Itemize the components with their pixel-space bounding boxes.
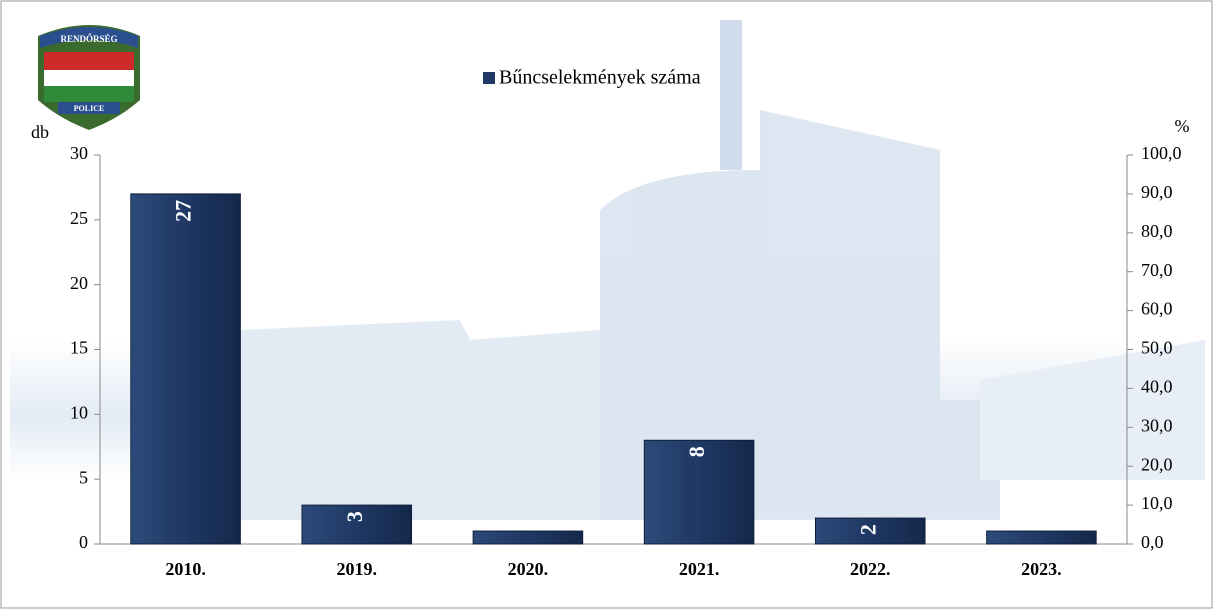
x-tick-label: 2023.	[1021, 559, 1062, 579]
y2-tick-label: 80,0	[1141, 221, 1173, 241]
bar	[130, 193, 241, 545]
bar	[472, 530, 584, 545]
y-tick-label: 10	[70, 402, 88, 422]
y-tick-label: 25	[70, 208, 88, 228]
data-label: 27	[171, 200, 196, 222]
x-tick-label: 2021.	[679, 559, 720, 579]
y2-tick-label: 90,0	[1141, 182, 1173, 202]
logo-bottom-text: POLICE	[74, 104, 105, 113]
y-tick-label: 20	[70, 273, 88, 293]
y2-tick-label: 10,0	[1141, 493, 1173, 513]
y2-tick-label: 0,0	[1141, 532, 1164, 552]
y-tick-label: 15	[70, 338, 88, 358]
legend-swatch	[483, 72, 495, 84]
y-tick-label: 30	[70, 143, 88, 163]
y2-tick-label: 60,0	[1141, 299, 1173, 319]
x-tick-label: 2020.	[508, 559, 549, 579]
y2-tick-label: 70,0	[1141, 260, 1173, 280]
x-tick-label: 2019.	[337, 559, 378, 579]
logo: RENDŐRSÉG POLICE	[38, 25, 140, 130]
y2-tick-label: 30,0	[1141, 415, 1173, 435]
data-label: 8	[684, 446, 709, 457]
y2-tick-label: 40,0	[1141, 377, 1173, 397]
y2-tick-label: 100,0	[1141, 143, 1182, 163]
x-tick-label: 2022.	[850, 559, 891, 579]
bar	[643, 439, 755, 545]
y2-tick-label: 50,0	[1141, 338, 1173, 358]
legend-label: Bűncselekmények száma	[499, 67, 701, 89]
y2-axis-label: %	[1175, 116, 1190, 136]
bar	[814, 517, 926, 545]
bar	[301, 504, 413, 545]
x-tick-label: 2010.	[165, 559, 206, 579]
y-axis-label: db	[31, 122, 49, 142]
y2-tick-label: 20,0	[1141, 454, 1173, 474]
bar	[986, 530, 1097, 545]
logo-top-text: RENDŐRSÉG	[60, 34, 117, 44]
data-label: 3	[342, 511, 367, 522]
data-label: 2	[855, 524, 880, 535]
y-tick-label: 0	[79, 532, 88, 552]
y-tick-label: 5	[79, 467, 88, 487]
